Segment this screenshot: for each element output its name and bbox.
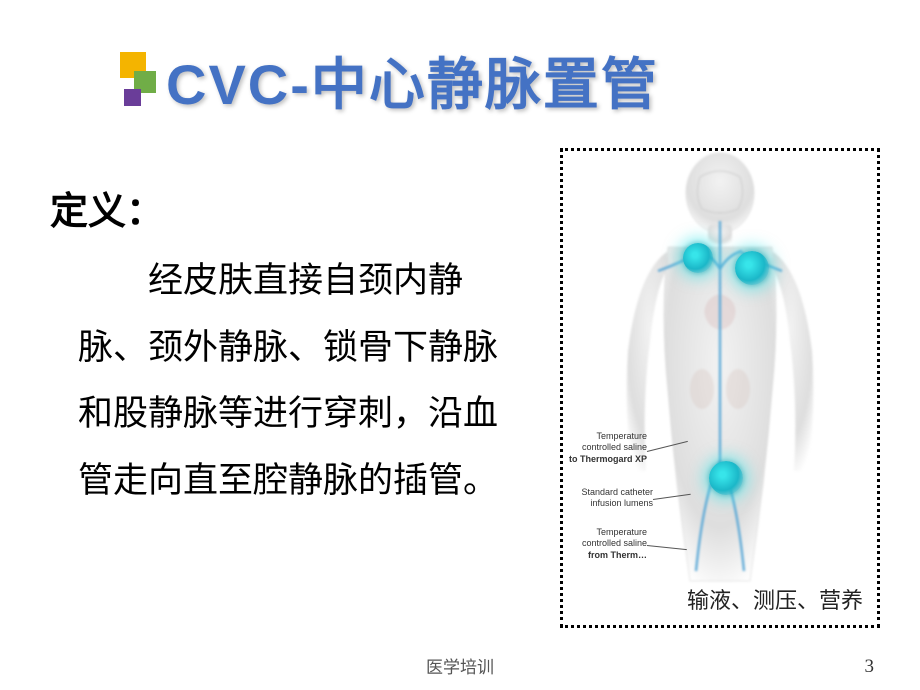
node-femoral bbox=[709, 461, 743, 495]
page-number: 3 bbox=[865, 656, 875, 678]
figure-label-1: Temperature controlled saline to Thermog… bbox=[569, 431, 647, 465]
deco-square-purple bbox=[124, 89, 141, 106]
anatomy-figure: Temperature controlled saline to Thermog… bbox=[560, 148, 880, 628]
node-neck-left bbox=[683, 243, 713, 273]
label1-line2: controlled saline bbox=[582, 442, 647, 452]
figure-caption: 输液、测压、营养 bbox=[687, 583, 863, 615]
label3-line2: controlled saline bbox=[582, 538, 647, 548]
footer-text: 医学培训 bbox=[0, 653, 920, 678]
slide-title: CVC-中心静脉置管 bbox=[166, 40, 659, 121]
definition-body: 经皮肤直接自颈内静脉、颈外静脉、锁骨下静脉和股静脉等进行穿刺，沿血管走向直至腔静… bbox=[78, 248, 518, 514]
node-neck-right bbox=[735, 251, 769, 285]
label1-line1: Temperature bbox=[596, 431, 647, 441]
definition-label: 定义： bbox=[50, 180, 164, 235]
title-decoration bbox=[120, 49, 154, 113]
label2-line2: infusion lumens bbox=[590, 498, 653, 508]
label2-line1: Standard catheter bbox=[581, 487, 653, 497]
label3-line3: from Therm… bbox=[588, 550, 647, 560]
label1-line3: to Thermogard XP bbox=[569, 454, 647, 464]
figure-label-2: Standard catheter infusion lumens bbox=[569, 487, 653, 510]
slide: CVC-中心静脉置管 定义： 经皮肤直接自颈内静脉、颈外静脉、锁骨下静脉和股静脉… bbox=[0, 0, 920, 690]
figure-label-3: Temperature controlled saline from Therm… bbox=[569, 527, 647, 561]
title-block: CVC-中心静脉置管 bbox=[120, 40, 659, 121]
body-silhouette bbox=[610, 151, 830, 591]
label3-line1: Temperature bbox=[596, 527, 647, 537]
